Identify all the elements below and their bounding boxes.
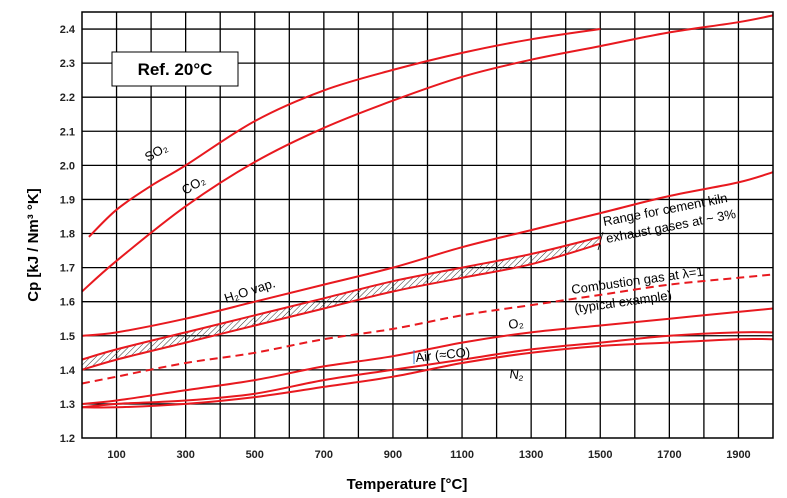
series-line (81, 14, 774, 293)
plot-frame (81, 11, 774, 439)
y-tick-label: 1.3 (60, 399, 75, 411)
y-tick-label: 1.4 (60, 365, 76, 377)
x-tick-label: 100 (107, 449, 125, 461)
series-lines (81, 14, 774, 409)
annotation-air: Air (≈CO) (415, 344, 471, 365)
series-line (81, 171, 774, 337)
x-tick-label: 500 (246, 449, 264, 461)
y-tick-label: 2.1 (60, 126, 75, 138)
y-tick-label: 2.4 (60, 24, 76, 36)
x-tick-label: 1100 (450, 449, 474, 461)
x-tick-label: 1300 (519, 449, 543, 461)
y-tick-label: 2.3 (60, 58, 75, 70)
series-line (81, 242, 601, 371)
y-tick-label: 1.5 (60, 331, 75, 343)
x-tick-label: 300 (176, 449, 194, 461)
y-tick-label: 1.7 (60, 263, 75, 275)
reference-box: Ref. 20°C (111, 51, 239, 87)
y-tick-label: 1.9 (60, 194, 75, 206)
series-line (81, 307, 774, 405)
y-tick-label: 2.0 (60, 160, 75, 172)
x-axis-title: Temperature [°C] (347, 476, 468, 493)
y-tick-label: 2.2 (60, 92, 75, 104)
y-tick-label: 1.8 (60, 229, 75, 241)
x-tick-label: 1500 (588, 449, 612, 461)
annotation-o2: O₂ (507, 315, 524, 332)
series-line (81, 273, 774, 385)
y-axis-title: Cp [kJ / Nm³ °K] (25, 188, 42, 302)
x-tick-label: 1700 (657, 449, 681, 461)
tick-labels: 100 300 500 700 900 1100 1300 1500 1700 1900 1.2 1.… (60, 24, 751, 461)
x-tick-label: 1900 (726, 449, 750, 461)
series-line (81, 235, 601, 361)
annotation-range-leader (597, 231, 604, 251)
y-tick-label: 1.2 (60, 433, 75, 445)
y-tick-label: 1.6 (60, 297, 75, 309)
series-line (88, 28, 601, 238)
annotation-n2: N₂ (509, 366, 525, 383)
x-tick-label: 900 (384, 449, 402, 461)
annotation-so2: SO₂ (142, 140, 170, 165)
series-line (81, 331, 774, 409)
reference-label: Ref. 20°C (138, 60, 213, 79)
series-line (81, 337, 774, 409)
x-tick-label: 700 (315, 449, 333, 461)
